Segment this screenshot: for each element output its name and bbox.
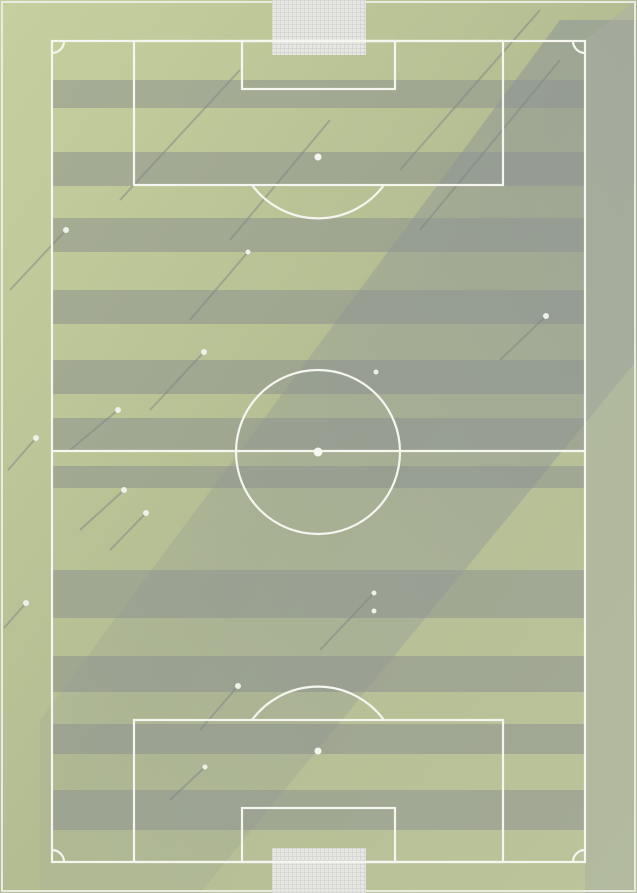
goal bbox=[272, 0, 366, 55]
long-shadows bbox=[3, 9, 561, 801]
goal bbox=[272, 848, 366, 893]
shadow bbox=[585, 0, 637, 893]
pitch-lines bbox=[50, 39, 587, 864]
players bbox=[23, 227, 549, 770]
spots bbox=[313, 153, 323, 755]
shadow bbox=[40, 20, 637, 893]
